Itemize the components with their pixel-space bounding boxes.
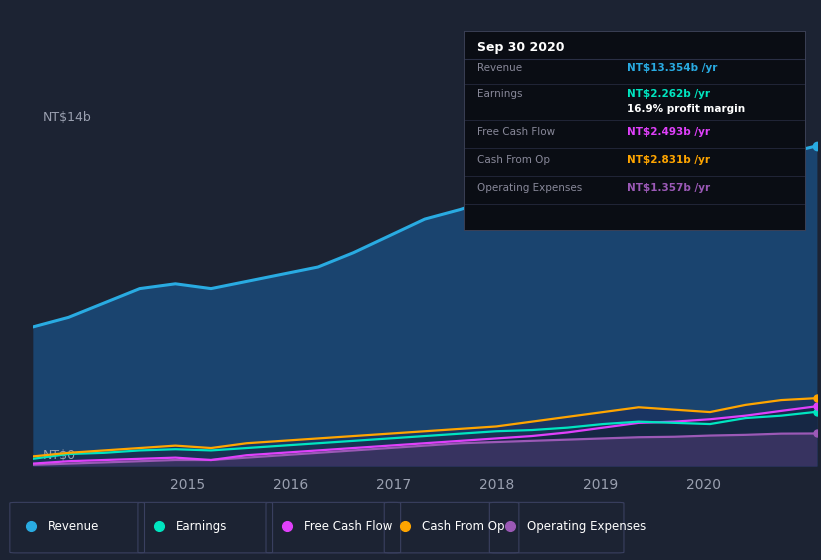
Text: NT$1.357b /yr: NT$1.357b /yr bbox=[627, 183, 710, 193]
Text: Free Cash Flow: Free Cash Flow bbox=[478, 127, 556, 137]
Text: Cash From Op: Cash From Op bbox=[422, 520, 505, 533]
Text: Cash From Op: Cash From Op bbox=[478, 155, 551, 165]
Text: Earnings: Earnings bbox=[176, 520, 227, 533]
Text: Operating Expenses: Operating Expenses bbox=[478, 183, 583, 193]
Text: Operating Expenses: Operating Expenses bbox=[527, 520, 647, 533]
Text: Revenue: Revenue bbox=[48, 520, 99, 533]
Text: Sep 30 2020: Sep 30 2020 bbox=[478, 41, 565, 54]
Text: Free Cash Flow: Free Cash Flow bbox=[304, 520, 392, 533]
Text: Earnings: Earnings bbox=[478, 88, 523, 99]
Text: 16.9% profit margin: 16.9% profit margin bbox=[627, 104, 745, 114]
Text: NT$14b: NT$14b bbox=[44, 111, 92, 124]
Text: NT$2.831b /yr: NT$2.831b /yr bbox=[627, 155, 710, 165]
Text: NT$0: NT$0 bbox=[44, 450, 76, 463]
Text: NT$13.354b /yr: NT$13.354b /yr bbox=[627, 63, 718, 73]
Text: NT$2.262b /yr: NT$2.262b /yr bbox=[627, 88, 710, 99]
Text: Revenue: Revenue bbox=[478, 63, 523, 73]
Text: NT$2.493b /yr: NT$2.493b /yr bbox=[627, 127, 710, 137]
